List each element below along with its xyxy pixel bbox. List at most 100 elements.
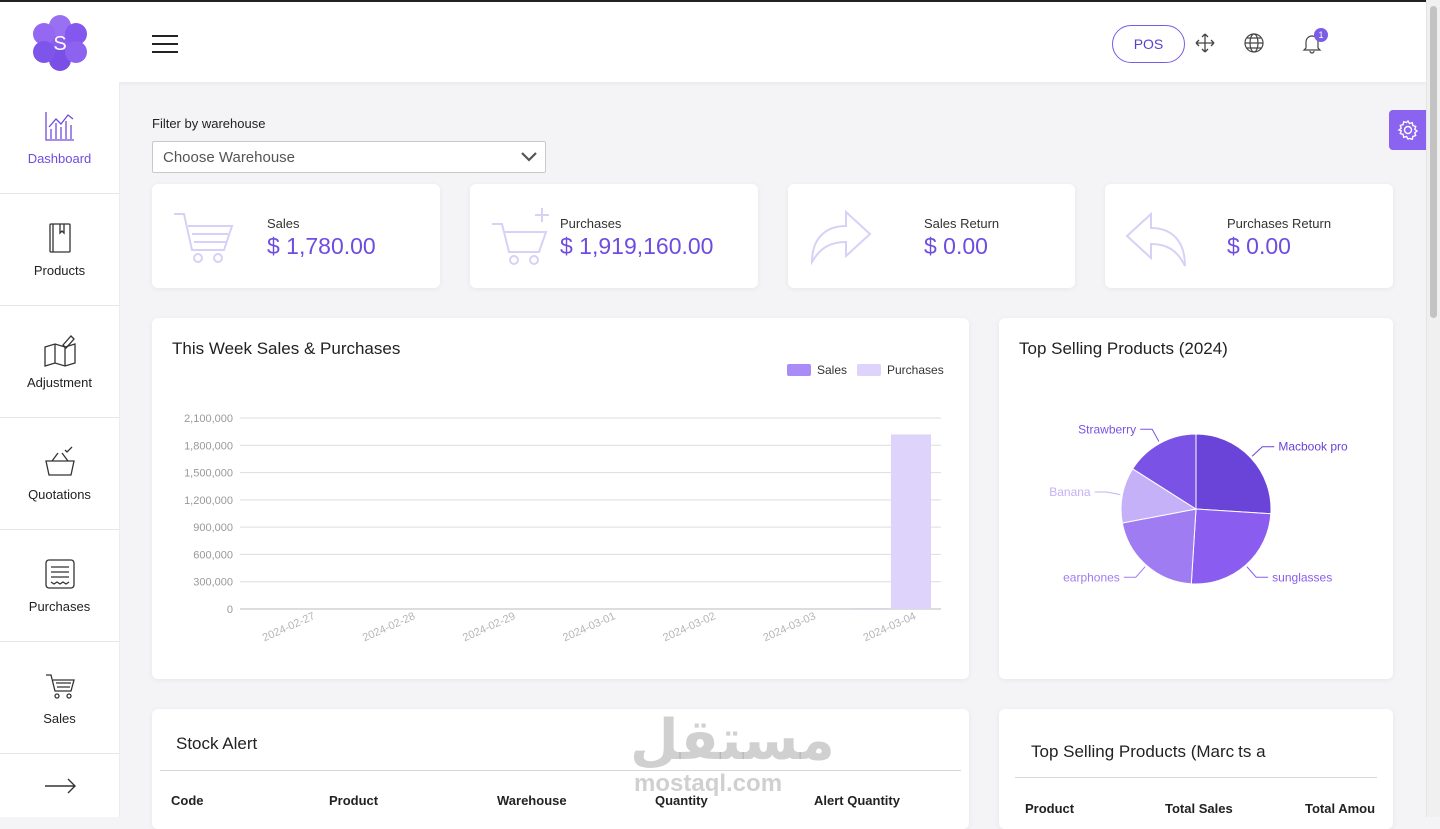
pie-label: Strawberry [1078,422,1136,436]
y-tick-label: 600,000 [193,549,233,561]
sidebar-item-label: Quotations [28,487,91,502]
bar-purchases-2024-03-04 [891,434,931,609]
pie-leader-line [1124,567,1145,578]
arrow-right-icon [43,769,77,803]
filter-label: Filter by warehouse [152,116,265,131]
y-tick-label: 1,500,000 [184,468,233,480]
stat-label: Purchases [560,216,621,231]
gear-icon [1397,119,1419,141]
pie-label: earphones [1063,570,1120,584]
stat-card-sales[interactable]: Sales $ 1,780.00 [152,184,440,288]
column-header-total-amount[interactable]: Total Amou [1305,801,1375,816]
divider [1015,777,1377,778]
column-header-alert-quantity[interactable]: Alert Quantity [814,793,900,808]
cart-icon [172,204,236,268]
pie-label: Macbook pro [1278,440,1348,454]
warehouse-select[interactable]: Choose Warehouse [152,141,546,173]
y-tick-label: 2,100,000 [184,413,233,425]
x-tick-label: 2024-02-29 [461,610,517,644]
y-tick-label: 0 [227,604,233,616]
y-tick-label: 300,000 [193,577,233,589]
y-tick-label: 1,200,000 [184,495,233,507]
basket-check-icon [43,445,77,479]
weekly-bar-chart: 0 300,000 600,000 900,000 1,200,000 1,500,000… [152,318,969,679]
sidebar-item-adjustment[interactable]: Adjustment [0,306,119,418]
x-tick-label: 2024-03-01 [561,610,617,644]
column-header-product[interactable]: Product [1025,801,1074,816]
column-header-warehouse[interactable]: Warehouse [497,793,567,808]
x-tick-label: 2024-02-27 [261,610,317,644]
chart-icon [43,109,77,143]
stat-label: Sales [267,216,300,231]
language-globe-icon[interactable] [1243,32,1265,54]
sidebar-item-purchases[interactable]: Purchases [0,530,119,642]
pie-label: sunglasses [1272,570,1332,584]
x-tick-label: 2024-02-28 [361,610,417,644]
sidebar-item-label: Purchases [29,599,90,614]
sidebar: Dashboard Products Adjustment Quotations… [0,82,120,817]
stat-value: $ 0.00 [1227,233,1291,260]
scrollbar-thumb[interactable] [1430,6,1437,318]
column-header-quantity[interactable]: Quantity [655,793,708,808]
stat-card-purchases-return[interactable]: Purchases Return $ 0.00 [1105,184,1393,288]
sidebar-item-label: Sales [43,711,76,726]
sidebar-item-label: Dashboard [28,151,92,166]
y-tick-label: 900,000 [193,522,233,534]
receipt-icon [43,557,77,591]
pie-leader-line [1247,567,1268,578]
top-products-pie-chart: Macbook pro sunglasses earphones Banana Stra… [999,318,1393,679]
x-tick-label: 2024-03-02 [661,610,717,644]
cart-icon [43,669,77,703]
pie-label: Banana [1049,485,1091,499]
divider [160,770,961,771]
stat-label: Purchases Return [1227,216,1331,231]
top-month-title-text: Top Selling Products (Marc [1031,742,1234,761]
stat-card-purchases[interactable]: Purchases $ 1,919,160.00 [470,184,758,288]
top-month-title-tail: ts a [1238,742,1265,761]
pie-slice-macbook-pro [1196,434,1271,514]
pie-leader-line [1095,492,1121,495]
stock-alert-title: Stock Alert [176,734,257,754]
column-header-code[interactable]: Code [171,793,204,808]
sidebar-item-label: Products [34,263,85,278]
x-tick-label: 2024-03-03 [761,610,817,644]
sidebar-expand-arrow[interactable] [0,754,119,818]
stock-alert-card: Stock Alert Code Product Warehouse Quant… [152,709,969,829]
pie-leader-line [1140,429,1159,441]
sidebar-item-dashboard[interactable]: Dashboard [0,82,119,194]
sidebar-item-sales[interactable]: Sales [0,642,119,754]
menu-toggle-icon[interactable] [152,35,178,53]
weekly-chart-card: This Week Sales & Purchases Sales Purcha… [152,318,969,679]
y-tick-label: 1,800,000 [184,440,233,452]
stat-value: $ 0.00 [924,233,988,260]
column-header-total-sales[interactable]: Total Sales [1165,801,1233,816]
logo-letter: S [53,33,66,55]
sidebar-item-quotations[interactable]: Quotations [0,418,119,530]
warehouse-select-placeholder: Choose Warehouse [163,149,295,166]
column-header-product[interactable]: Product [329,793,378,808]
stat-label: Sales Return [924,216,999,231]
cart-plus-icon [490,204,554,268]
pie-slice-sunglasses [1191,509,1271,584]
sidebar-item-label: Adjustment [27,375,92,390]
x-tick-label: 2024-03-04 [862,610,918,644]
settings-gear-button[interactable] [1389,110,1426,150]
pie-leader-line [1252,447,1274,457]
logo[interactable]: S [30,14,90,72]
pos-button[interactable]: POS [1112,25,1185,63]
top-bar: S POS 1 [0,0,1426,82]
forward-arrow-icon [808,204,872,268]
chevron-down-icon [521,150,537,164]
page-scrollbar[interactable] [1426,0,1440,817]
sidebar-item-products[interactable]: Products [0,194,119,306]
stat-value: $ 1,919,160.00 [560,233,713,260]
loading-overlay [1284,744,1364,768]
reply-arrow-icon [1125,204,1189,268]
notification-badge: 1 [1314,28,1328,42]
stat-card-sales-return[interactable]: Sales Return $ 0.00 [788,184,1075,288]
fullscreen-icon[interactable] [1194,32,1216,54]
map-pen-icon [43,333,77,367]
